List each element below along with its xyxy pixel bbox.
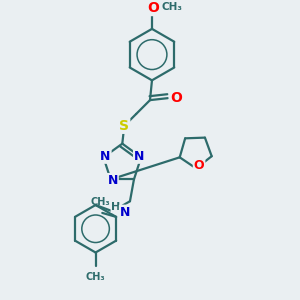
Text: N: N [134,150,144,163]
Text: O: O [147,1,159,15]
Text: N: N [107,174,118,187]
Text: N: N [120,206,130,219]
Text: S: S [119,119,129,133]
Text: O: O [170,91,182,105]
Text: CH₃: CH₃ [86,272,105,282]
Text: CH₃: CH₃ [91,197,110,207]
Text: H: H [112,202,121,212]
Text: O: O [194,159,204,172]
Text: CH₃: CH₃ [162,2,183,12]
Text: N: N [100,150,111,163]
